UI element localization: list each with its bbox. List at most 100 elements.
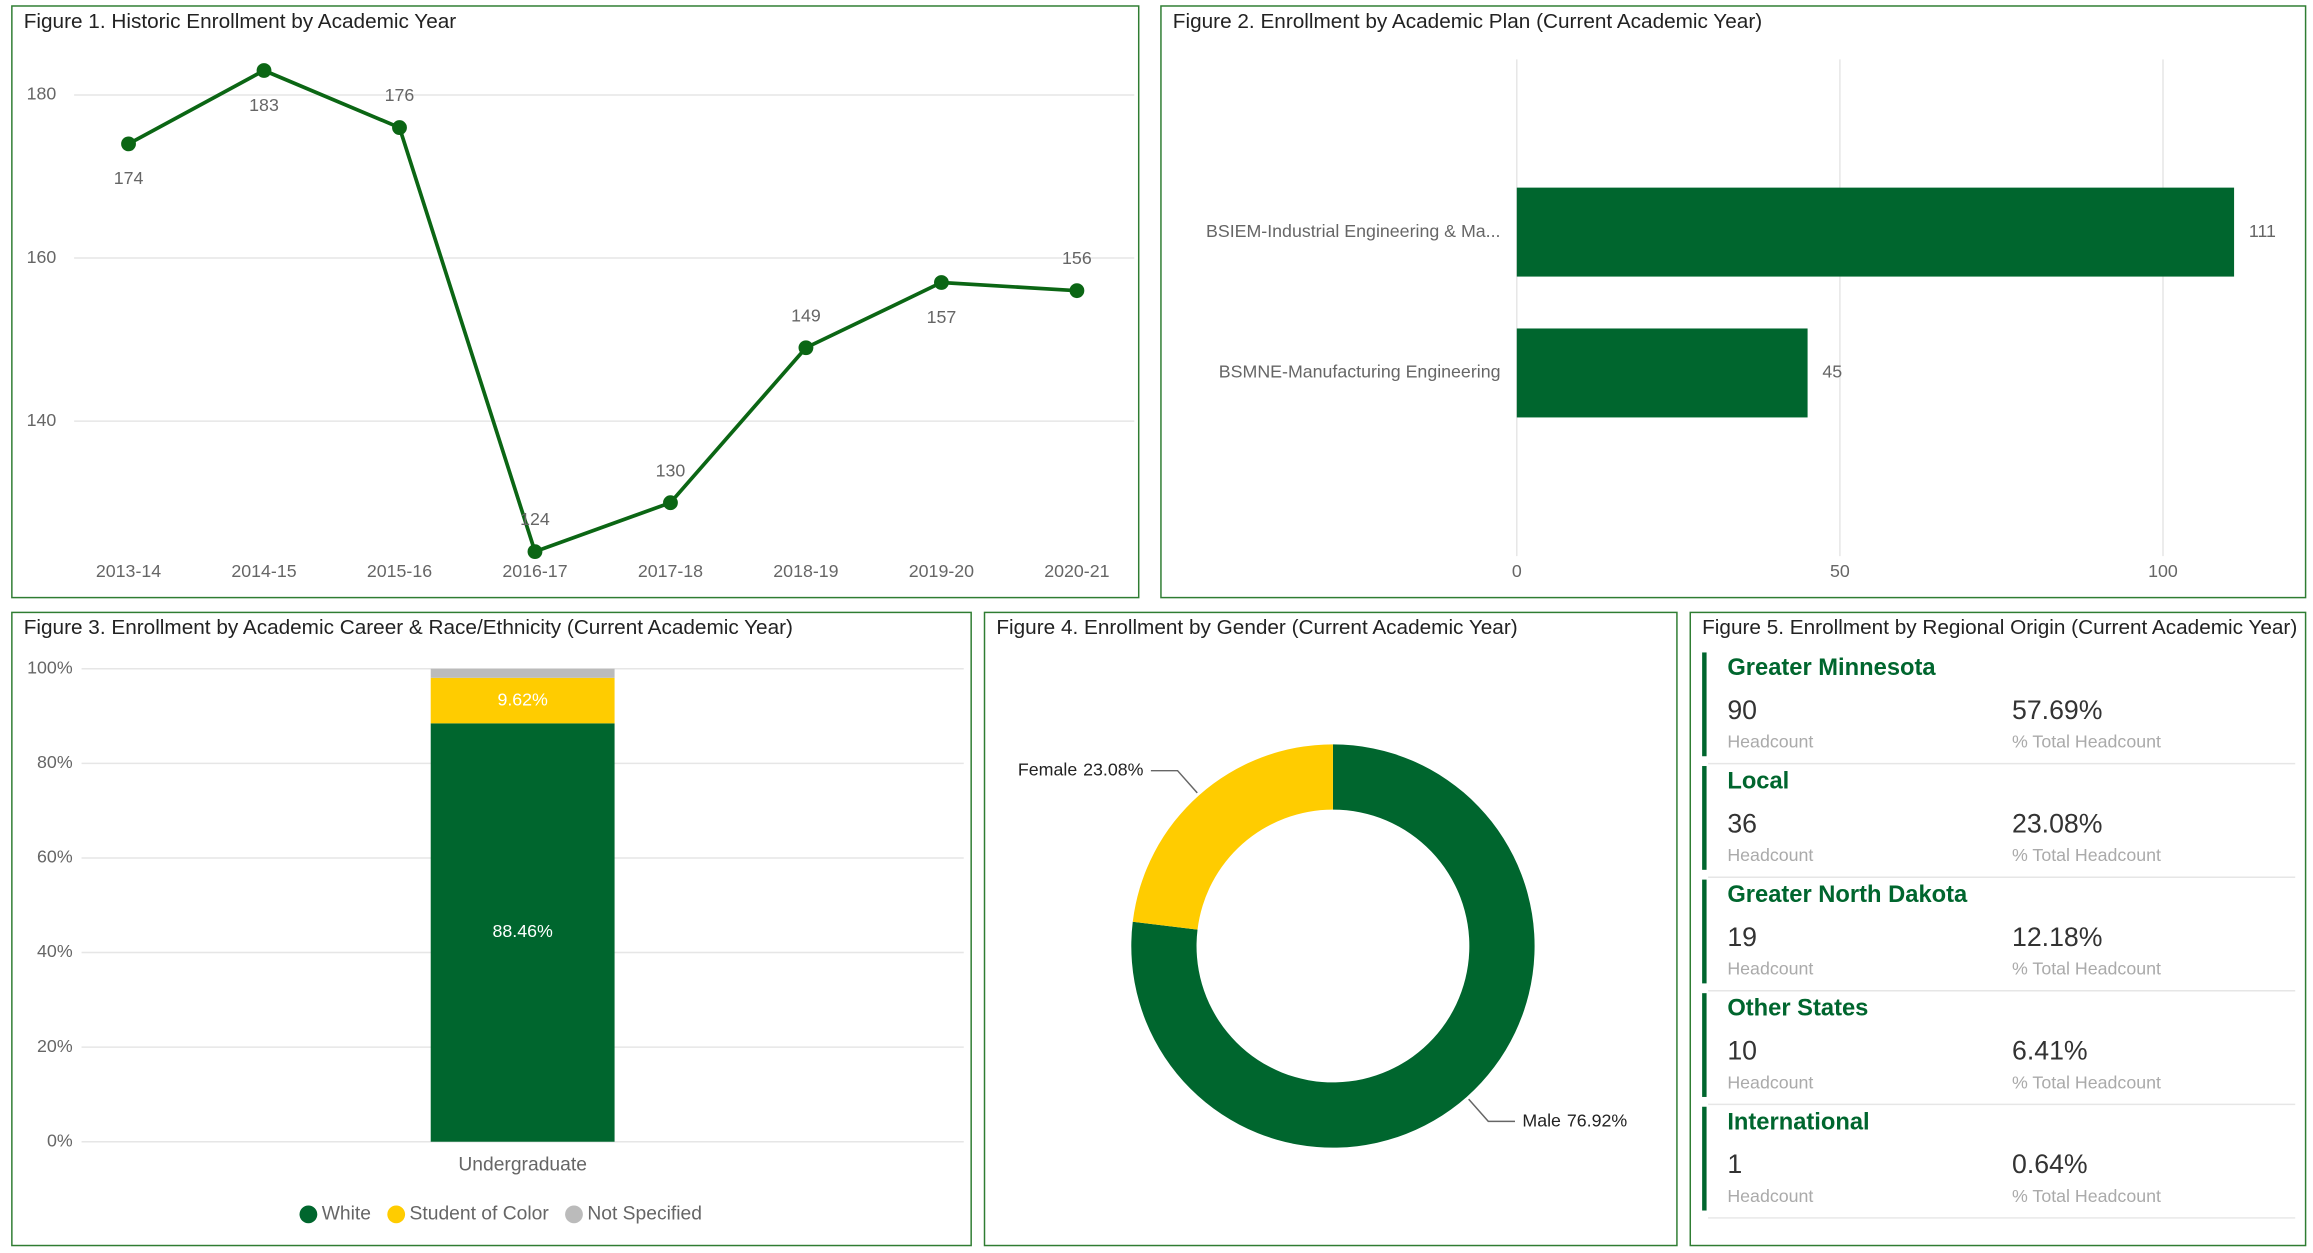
legend-swatch [565, 1205, 583, 1224]
percent-caption: % Total Headcount [2012, 1186, 2161, 1206]
y-tick-label: 60% [37, 847, 73, 867]
point [121, 136, 136, 152]
region-name: Greater North Dakota [1727, 882, 1968, 908]
region-name: Local [1727, 769, 1789, 795]
data-label: Female 23.08% [1018, 759, 1144, 779]
data-label: 176 [385, 85, 415, 105]
legend-swatch [299, 1205, 318, 1224]
x-tick-label: 2020-21 [1044, 561, 1109, 581]
card-accent [1702, 993, 1707, 1097]
x-tick-label: Undergraduate [458, 1155, 587, 1176]
value-label: 23.08% [1083, 759, 1143, 779]
point [392, 120, 407, 135]
chart-title: Figure 3. Enrollment by Academic Career … [24, 616, 793, 639]
panel [1160, 5, 2307, 599]
bar [1516, 328, 1808, 418]
panel [983, 611, 1678, 1247]
bar [1516, 187, 2235, 277]
data-label: 157 [927, 307, 957, 327]
card-accent [1702, 1106, 1707, 1211]
bar-segment [430, 723, 615, 1142]
chart-title: Figure 5. Enrollment by Regional Origin … [1702, 616, 2297, 639]
donut-segment [1132, 744, 1333, 930]
data-label: 183 [249, 95, 279, 115]
chart-title: Figure 4. Enrollment by Gender (Current … [996, 616, 1517, 639]
point [934, 275, 949, 290]
x-tick-label: 2013-14 [96, 561, 161, 581]
percent: 6.41% [2012, 1036, 2088, 1066]
card-accent [1702, 766, 1707, 870]
point [1069, 283, 1085, 299]
headcount-caption: Headcount [1727, 1186, 1813, 1206]
y-tick-label: 20% [37, 1036, 73, 1056]
data-label: 174 [114, 168, 144, 188]
percent-caption: % Total Headcount [2012, 845, 2161, 865]
donut-segment [1131, 744, 1535, 1148]
legend-swatch [387, 1205, 406, 1224]
y-tick-label: BSIEM-Industrial Engineering & Ma... [1206, 221, 1501, 241]
point [663, 495, 678, 511]
percent-caption: % Total Headcount [2012, 959, 2161, 979]
bar-segment [430, 668, 615, 678]
headcount-caption: Headcount [1727, 732, 1813, 752]
leader-line [1150, 769, 1198, 794]
x-tick-label: 2019-20 [909, 561, 974, 581]
percent: 23.08% [2012, 808, 2102, 838]
x-tick-label: 2016-17 [502, 561, 567, 581]
y-tick-label: 180 [27, 84, 57, 104]
data-label: 124 [520, 509, 550, 529]
category-label: Male [1522, 1110, 1561, 1130]
y-tick-label: 100% [27, 657, 73, 677]
data-label: 156 [1062, 248, 1092, 268]
region-name: Other States [1727, 996, 1868, 1022]
headcount-caption: Headcount [1727, 845, 1813, 865]
y-tick-label: BSMNE-Manufacturing Engineering [1219, 362, 1501, 382]
panel [1689, 611, 2307, 1247]
percent: 12.18% [2012, 922, 2102, 952]
legend-label: Student of Color [410, 1203, 550, 1224]
data-label: 9.62% [497, 689, 548, 709]
point [798, 340, 814, 356]
data-label: 130 [656, 460, 686, 480]
data-label: 88.46% [492, 921, 552, 941]
x-tick-label: 50 [1830, 561, 1850, 581]
y-tick-label: 0% [47, 1130, 73, 1150]
percent: 0.64% [2012, 1149, 2088, 1179]
chart-title: Figure 2. Enrollment by Academic Plan (C… [1173, 10, 1762, 33]
data-label: Male 76.92% [1522, 1110, 1627, 1130]
line [127, 68, 1078, 555]
point [527, 544, 543, 560]
y-tick-label: 140 [27, 410, 57, 430]
data-label: 111 [2249, 221, 2276, 241]
headcount: 36 [1727, 808, 1757, 838]
card-accent [1702, 652, 1707, 757]
legend-label: White [322, 1203, 371, 1224]
x-tick-label: 2017-18 [638, 561, 703, 581]
region-name: Greater Minnesota [1727, 655, 1936, 681]
chart-title: Figure 1. Historic Enrollment by Academi… [24, 10, 457, 33]
x-tick-label: 2015-16 [367, 561, 432, 581]
x-tick-label: 0 [1512, 561, 1522, 581]
headcount: 10 [1727, 1036, 1757, 1066]
data-label: 45 [1822, 362, 1842, 382]
headcount: 1 [1727, 1149, 1742, 1179]
percent-caption: % Total Headcount [2012, 732, 2161, 752]
x-tick-label: 2014-15 [231, 561, 296, 581]
percent-caption: % Total Headcount [2012, 1072, 2161, 1092]
card-accent [1702, 879, 1707, 984]
headcount: 90 [1727, 695, 1757, 725]
point [256, 63, 272, 78]
percent: 57.69% [2012, 695, 2102, 725]
headcount-caption: Headcount [1727, 959, 1813, 979]
y-tick-label: 40% [37, 941, 73, 961]
x-tick-label: 100 [2148, 561, 2178, 581]
category-label: Female [1018, 759, 1077, 779]
legend-label: Not Specified [587, 1203, 702, 1224]
x-tick-label: 2018-19 [773, 561, 838, 581]
data-label: 149 [791, 305, 821, 325]
y-tick-label: 80% [37, 752, 73, 772]
leader-line [1468, 1098, 1515, 1123]
headcount: 19 [1727, 922, 1757, 952]
value-label: 76.92% [1567, 1110, 1627, 1130]
